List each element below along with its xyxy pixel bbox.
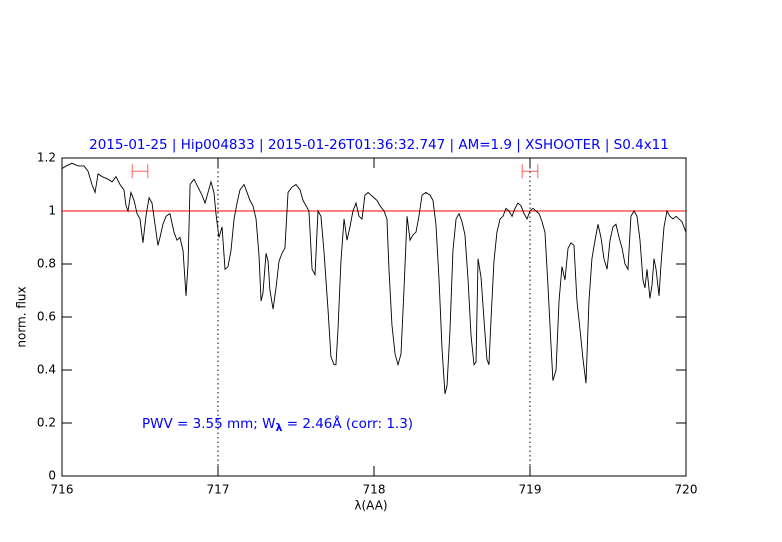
annotation-text: = 2.46Å (corr: 1.3)	[282, 415, 413, 432]
x-tick-label: 716	[51, 483, 74, 497]
y-tick-label: 1	[48, 204, 56, 218]
y-tick-label: 0.8	[37, 257, 56, 271]
range-marker	[521, 164, 539, 179]
y-tick-label: 0.2	[37, 416, 56, 430]
annotation: PWV = 3.55 mm; Wλ = 2.46Å (corr: 1.3)	[142, 415, 413, 434]
y-axis-label: norm. flux	[15, 286, 29, 347]
chart-title: 2015-01-25 | Hip004833 | 2015-01-26T01:3…	[89, 137, 669, 153]
spectrum-line	[61, 162, 687, 394]
x-tick-label: 719	[519, 483, 542, 497]
x-axis-label: λ(AA)	[354, 499, 387, 513]
x-tick-label: 717	[207, 483, 230, 497]
x-tick-label: 720	[675, 483, 698, 497]
x-tick-label: 718	[363, 483, 386, 497]
y-tick-label: 0.6	[37, 310, 56, 324]
annotation-subscript: λ	[275, 421, 282, 434]
y-tick-label: 0	[48, 469, 56, 483]
y-tick-label: 0.4	[37, 363, 56, 377]
y-tick-label: 1.2	[37, 151, 56, 165]
range-marker	[131, 164, 149, 179]
annotation-text: PWV = 3.55 mm; W	[142, 416, 275, 432]
